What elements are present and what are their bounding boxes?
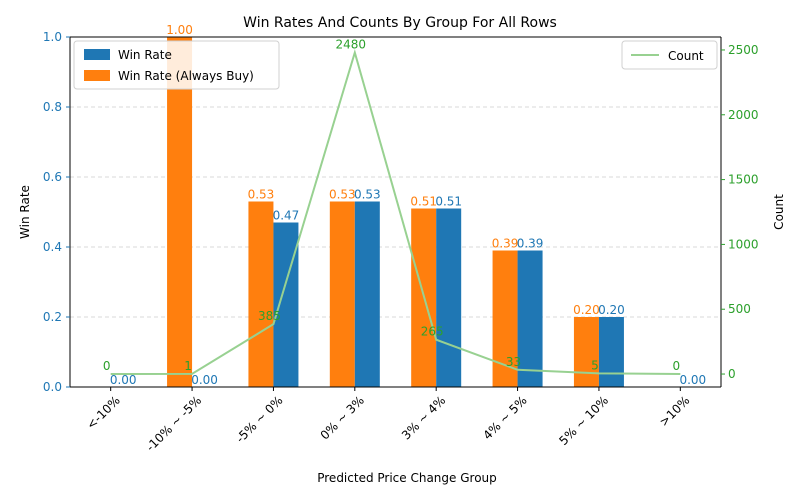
x-tick-label: >10% bbox=[657, 393, 693, 429]
data-label-count: 385 bbox=[258, 309, 281, 323]
y2-tick-label: 1500 bbox=[728, 173, 759, 187]
data-label-always-buy: 0.53 bbox=[248, 188, 275, 202]
legend-win-rate: Win Rate Win Rate (Always Buy) bbox=[73, 40, 280, 90]
y-tick-label: 0.0 bbox=[43, 380, 62, 394]
data-labels-layer: 0.0001.000.0010.530.473850.530.5324800.5… bbox=[103, 23, 706, 387]
x-tick-label: 3% ~ 4% bbox=[399, 393, 448, 442]
legend-count: Count bbox=[621, 40, 718, 70]
bar-win-rate bbox=[354, 201, 380, 387]
bar-always-buy bbox=[573, 317, 599, 387]
data-label-count: 1 bbox=[184, 359, 192, 373]
x-tick-label: 0% ~ 3% bbox=[318, 393, 367, 442]
data-label-win-rate: 0.51 bbox=[435, 195, 462, 209]
bar-win-rate bbox=[436, 208, 462, 387]
bar-always-buy bbox=[329, 201, 355, 387]
y-tick-label: 0.4 bbox=[43, 240, 62, 254]
data-label-win-rate: 0.20 bbox=[598, 303, 625, 317]
legend-label-win-rate: Win Rate bbox=[118, 48, 172, 62]
y-tick-label: 0.8 bbox=[43, 100, 62, 114]
x-tick-label: 4% ~ 5% bbox=[480, 393, 529, 442]
x-tick-label: 5% ~ 10% bbox=[556, 393, 611, 448]
y2-tick-label: 2000 bbox=[728, 108, 759, 122]
data-label-win-rate: 0.00 bbox=[679, 373, 706, 387]
data-label-always-buy: 0.51 bbox=[410, 195, 437, 209]
data-label-count: 2480 bbox=[336, 38, 367, 52]
count-line bbox=[110, 48, 681, 376]
legend-swatch-win-rate bbox=[84, 49, 110, 60]
data-label-always-buy: 0.20 bbox=[573, 303, 600, 317]
y-tick-label: 1.0 bbox=[43, 30, 62, 44]
legend-box bbox=[621, 40, 718, 70]
y2-axis-label: Count bbox=[772, 194, 786, 230]
data-label-count: 0 bbox=[103, 359, 111, 373]
data-label-always-buy: 0.53 bbox=[329, 188, 356, 202]
legend-label-always-buy: Win Rate (Always Buy) bbox=[118, 69, 254, 83]
data-label-count: 5 bbox=[591, 358, 599, 372]
legend-box bbox=[73, 40, 280, 90]
data-label-count: 33 bbox=[506, 355, 521, 369]
x-tick-label: -10% ~ -5% bbox=[143, 393, 204, 454]
data-label-count: 265 bbox=[421, 325, 444, 339]
bar-win-rate bbox=[517, 250, 543, 387]
y-tick-label: 0.2 bbox=[43, 310, 62, 324]
count-line-layer bbox=[110, 48, 681, 376]
chart-title: Win Rates And Counts By Group For All Ro… bbox=[243, 15, 557, 31]
y-tick-label: 0.6 bbox=[43, 170, 62, 184]
data-label-win-rate: 0.53 bbox=[354, 188, 381, 202]
x-tick-label: -5% ~ 0% bbox=[233, 393, 285, 445]
bar-always-buy bbox=[167, 37, 193, 387]
x-tick-label: <-10% bbox=[84, 393, 123, 432]
data-label-win-rate: 0.47 bbox=[273, 209, 300, 223]
data-label-win-rate: 0.00 bbox=[191, 373, 218, 387]
y2-tick-label: 500 bbox=[728, 302, 751, 316]
y-axis-label: Win Rate bbox=[18, 185, 32, 239]
legend-swatch-always-buy bbox=[84, 70, 110, 81]
axes-layer: 0.00.20.40.60.81.005001000150020002500<-… bbox=[43, 30, 759, 454]
x-axis-label: Predicted Price Change Group bbox=[317, 471, 497, 485]
y2-tick-label: 2500 bbox=[728, 43, 759, 57]
bars-layer bbox=[167, 37, 624, 387]
data-label-always-buy: 0.39 bbox=[492, 237, 519, 251]
bar-win-rate bbox=[273, 222, 299, 387]
bar-win-rate bbox=[598, 317, 624, 387]
data-label-win-rate: 0.39 bbox=[517, 237, 544, 251]
data-label-win-rate: 0.00 bbox=[110, 373, 137, 387]
y2-tick-label: 0 bbox=[728, 367, 736, 381]
data-label-always-buy: 1.00 bbox=[166, 23, 193, 37]
y2-tick-label: 1000 bbox=[728, 237, 759, 251]
bar-always-buy bbox=[248, 201, 274, 387]
legend-label-count: Count bbox=[668, 49, 704, 63]
data-label-count: 0 bbox=[672, 359, 680, 373]
